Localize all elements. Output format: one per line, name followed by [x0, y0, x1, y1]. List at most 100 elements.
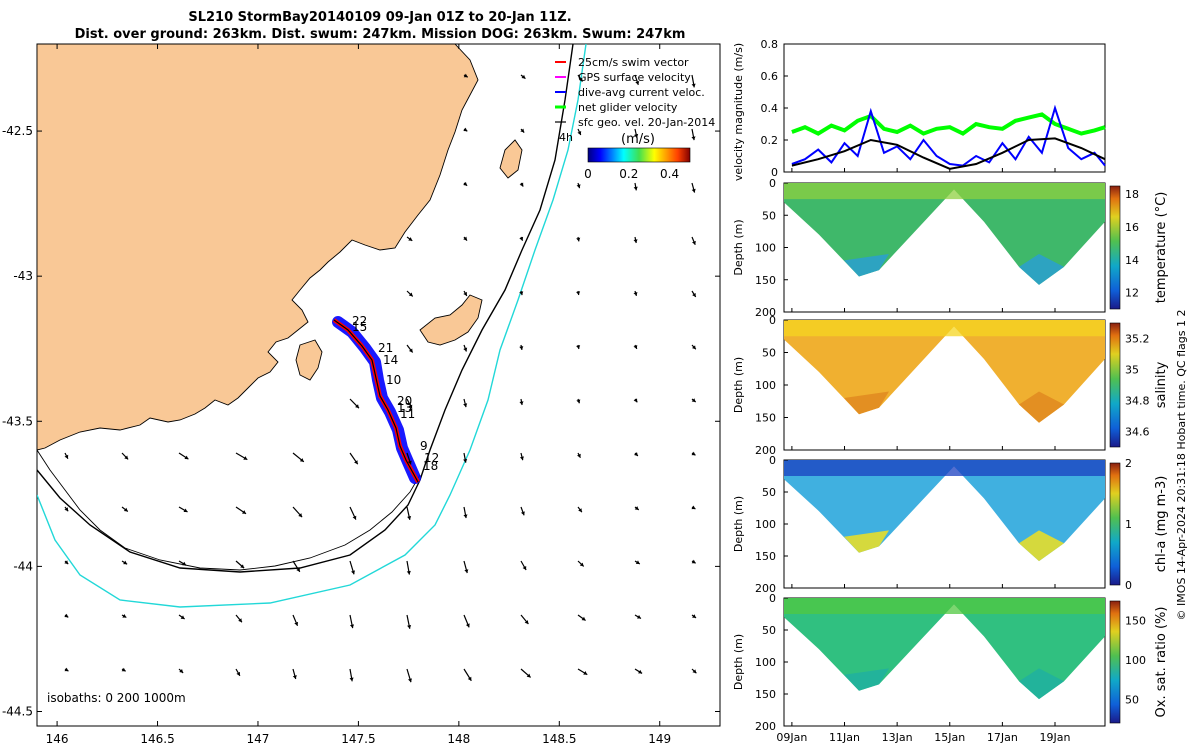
time-tick-label: 09Jan [776, 731, 807, 744]
velocity-y-tick-label: 0.6 [761, 70, 779, 83]
section-colorbar [1109, 185, 1121, 310]
depth-tick-label: 50 [762, 347, 776, 360]
geo-velocity-arrowhead [691, 451, 696, 456]
geo-velocity-arrowhead [406, 570, 411, 575]
map-x-tick-label: 147 [247, 732, 270, 746]
map-colorbar-tick: 0 [584, 167, 592, 181]
geo-velocity-arrowhead [124, 455, 129, 460]
depth-axis-label: Depth (m) [732, 219, 745, 275]
geo-velocity-arrowhead [583, 671, 588, 675]
geo-velocity-arrowhead [519, 291, 524, 296]
section-panel-4: 0 50 100 150 200 Depth (m) 50 100 150 Ox. sat. ra… [732, 592, 1169, 733]
colorbar-label: temperature (°C) [1154, 192, 1169, 304]
geo-velocity-arrowhead [519, 236, 524, 241]
geo-velocity-arrowhead [520, 511, 525, 516]
geo-velocity-arrowhead [349, 624, 355, 629]
colorbar-label: Ox. sat. ratio (%) [1154, 607, 1169, 718]
track-day-label: 11 [400, 407, 415, 421]
geo-velocity-arrowhead [463, 236, 468, 241]
geo-velocity-arrowhead [242, 510, 247, 514]
geo-velocity-arrowhead [691, 559, 696, 564]
section-colorbar [1109, 462, 1121, 586]
geo-velocity-arrowhead [243, 456, 248, 460]
geo-velocity-arrowhead [294, 621, 299, 626]
geo-velocity-arrowhead [64, 613, 69, 618]
colorbar-tick-label: 1 [1125, 518, 1132, 531]
geo-velocity-arrowhead [633, 239, 638, 244]
track-day-label: 13 [397, 401, 412, 415]
legend-4h: 4h [559, 131, 573, 144]
coastline-outline [37, 449, 421, 571]
geo-velocity-arrowhead [691, 83, 696, 88]
geo-velocity-arrowhead [465, 623, 470, 628]
track-day-label: 12 [424, 451, 439, 465]
geo-velocity-arrowhead [407, 624, 412, 629]
geo-velocity-arrowhead [463, 291, 467, 296]
geo-velocity-arrowhead [463, 127, 468, 132]
velocity-y-tick-label: 0.8 [761, 38, 779, 51]
colorbar-label: chl-a (mg m-3) [1154, 476, 1169, 573]
map-y-ticks: -42.5 -43 -43.5 -44 -44.5 [2, 124, 720, 718]
track-day-label: 15 [352, 320, 367, 334]
geo-velocity-arrowhead [463, 347, 468, 352]
geostrophic-velocity-arrows [64, 73, 697, 683]
geo-velocity-arrowhead [463, 181, 468, 186]
geo-velocity-arrowhead [691, 505, 696, 510]
time-axis-ticks: 09Jan 11Jan 13Jan 15Jan 17Jan 19Jan [776, 168, 1071, 744]
map-x-tick-label: 148 [447, 732, 470, 746]
geo-velocity-arrowhead [691, 136, 696, 141]
track-day-label: 14 [383, 353, 398, 367]
depth-tick-label: 200 [755, 720, 776, 733]
geo-velocity-arrowhead [691, 345, 696, 350]
geo-velocity-arrowhead [634, 506, 639, 510]
geo-velocity-arrowhead [463, 73, 468, 78]
glider-track [332, 316, 421, 484]
geo-velocity-arrowhead [123, 560, 128, 565]
geo-velocity-arrowhead [467, 676, 472, 681]
map-x-tick-label: 146.5 [140, 732, 174, 746]
depth-axis-label: Depth (m) [732, 357, 745, 413]
geo-velocity-arrowhead [526, 673, 531, 678]
geo-velocity-arrowhead [519, 182, 524, 187]
colorbar-tick-label: 12 [1125, 287, 1139, 300]
track-day-label: 22 [352, 314, 367, 328]
tasman-peninsula [419, 294, 483, 346]
depth-tick-label: 0 [769, 314, 776, 327]
map-colorbar-title: (m/s) [621, 132, 655, 147]
geo-velocity-arrowhead [123, 507, 128, 512]
depth-tick-label: 200 [755, 444, 776, 457]
colorbar-tick-label: 34.8 [1125, 395, 1150, 408]
geo-velocity-arrowhead [691, 188, 696, 193]
track-day-label: 9 [420, 439, 428, 453]
geo-velocity-arrowhead [691, 398, 696, 403]
geo-velocity-arrowhead [296, 567, 300, 572]
geo-velocity-arrowhead [292, 675, 297, 679]
geo-velocity-arrowhead [122, 613, 127, 618]
geo-velocity-arrowhead [349, 677, 354, 682]
depth-tick-label: 200 [755, 306, 776, 319]
map-x-tick-label: 146 [46, 732, 69, 746]
geo-velocity-arrowhead [183, 508, 188, 513]
geo-velocity-arrowhead [576, 237, 581, 242]
map-x-tick-label: 147.5 [341, 732, 375, 746]
section-colorbar [1109, 600, 1121, 724]
map-colorbar-tick: 0.4 [660, 167, 679, 181]
geo-velocity-arrowhead [638, 669, 643, 674]
isobaths-label: isobaths: 0 200 1000m [47, 691, 186, 705]
geo-velocity-arrowhead [635, 80, 640, 85]
geo-velocity-arrowhead [524, 620, 529, 625]
geo-velocity-arrowhead [236, 671, 240, 676]
geo-velocity-arrowhead [407, 516, 412, 520]
map-y-tick-label: -43 [13, 269, 33, 283]
geo-velocity-arrowhead [408, 348, 413, 353]
track-day-label: 18 [423, 459, 438, 473]
geo-velocity-arrowhead [182, 561, 187, 566]
depth-tick-label: 0 [769, 454, 776, 467]
map-legend: 25cm/s swim vector GPS surface velocity … [555, 56, 715, 144]
map-y-tick-label: -42.5 [2, 124, 33, 138]
maria-island [499, 139, 523, 179]
depth-tick-label: 100 [755, 379, 776, 392]
isobath-1000m [37, 44, 587, 608]
chart-title-line2: Dist. over ground: 263km. Dist. swum: 24… [74, 27, 686, 42]
depth-tick-label: 50 [762, 624, 776, 637]
